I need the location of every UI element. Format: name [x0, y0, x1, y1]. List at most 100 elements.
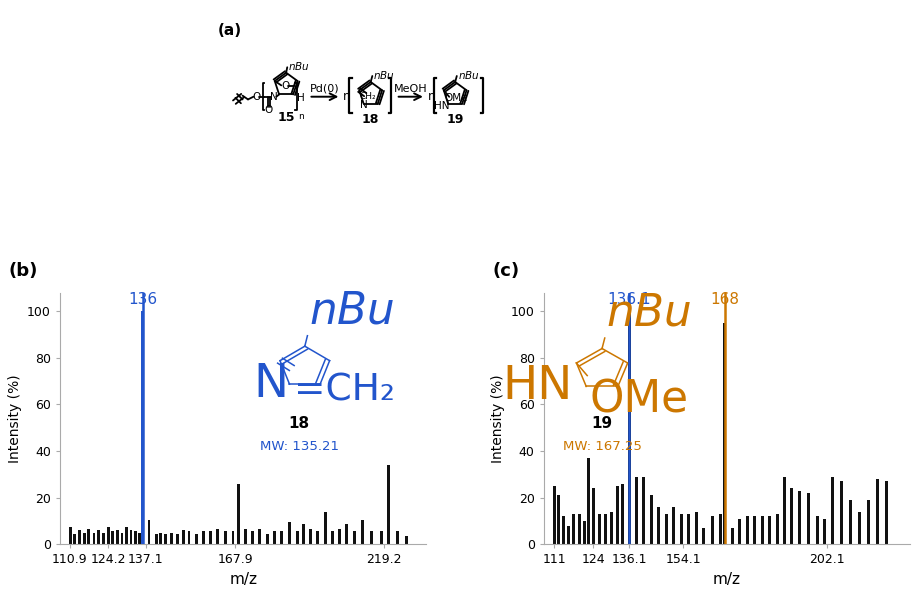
Text: n: n [343, 90, 350, 103]
Bar [587, 458, 590, 544]
Bar [155, 533, 158, 544]
Bar [141, 311, 144, 544]
Bar [635, 477, 638, 544]
Bar [164, 533, 167, 544]
Bar [316, 532, 320, 544]
Text: (a): (a) [218, 23, 242, 38]
Bar [823, 518, 826, 544]
Bar [87, 529, 91, 544]
Text: CH₂: CH₂ [359, 91, 376, 101]
Bar [687, 514, 690, 544]
X-axis label: m/z: m/z [713, 572, 741, 587]
Bar [405, 536, 407, 544]
Bar [583, 521, 586, 544]
Text: 168: 168 [711, 292, 739, 307]
Bar [673, 507, 675, 544]
Bar [760, 516, 763, 544]
Bar [209, 532, 213, 544]
Bar [746, 516, 748, 544]
Bar [831, 477, 833, 544]
Bar [280, 532, 283, 544]
Bar [323, 511, 326, 544]
Text: $n$Bu: $n$Bu [309, 289, 395, 332]
Bar [370, 532, 373, 544]
X-axis label: m/z: m/z [229, 572, 257, 587]
Bar [111, 532, 115, 544]
Bar [102, 533, 105, 544]
Text: n: n [298, 112, 303, 121]
Text: N: N [360, 100, 368, 110]
Text: 136.1: 136.1 [607, 292, 651, 307]
Text: =CH₂: =CH₂ [295, 372, 395, 408]
Bar [567, 526, 570, 544]
Text: 136: 136 [128, 292, 157, 307]
Text: HN: HN [434, 102, 449, 111]
Bar [783, 477, 786, 544]
Bar [188, 532, 190, 544]
Bar [711, 516, 714, 544]
Bar [244, 529, 247, 544]
Bar [615, 486, 618, 544]
Bar [387, 465, 390, 544]
Bar [610, 511, 613, 544]
Bar [807, 493, 810, 544]
Bar [867, 500, 869, 544]
Bar [182, 530, 185, 544]
Bar [798, 490, 801, 544]
Bar [310, 529, 312, 544]
Bar [723, 323, 726, 544]
Bar [107, 527, 110, 544]
Text: 15: 15 [277, 111, 295, 124]
Bar [251, 532, 254, 544]
Bar [665, 514, 668, 544]
Text: OMe: OMe [590, 379, 689, 422]
Bar [78, 530, 81, 544]
Bar [816, 516, 819, 544]
Bar [216, 529, 219, 544]
Bar [232, 532, 235, 544]
Y-axis label: Intensity (%): Intensity (%) [492, 374, 505, 463]
Bar [753, 516, 756, 544]
Bar [73, 533, 76, 544]
Bar [849, 500, 852, 544]
Bar [775, 514, 779, 544]
Text: N: N [271, 91, 278, 102]
Y-axis label: Intensity (%): Intensity (%) [7, 374, 21, 463]
Text: H: H [297, 93, 305, 103]
Bar [346, 524, 348, 544]
Bar [288, 522, 291, 544]
Bar [266, 533, 269, 544]
Bar [553, 486, 555, 544]
Bar [642, 477, 646, 544]
Bar [97, 530, 100, 544]
Bar [840, 481, 843, 544]
Bar [138, 533, 140, 544]
Bar [380, 532, 383, 544]
Text: N: N [253, 362, 288, 407]
Text: MW: 135.21: MW: 135.21 [260, 440, 338, 453]
Bar [884, 481, 888, 544]
Text: MW: 167.25: MW: 167.25 [563, 440, 641, 453]
Text: $n$Bu: $n$Bu [373, 69, 395, 81]
Bar [273, 532, 276, 544]
Text: (c): (c) [492, 262, 519, 280]
Text: $n$Bu: $n$Bu [287, 60, 310, 72]
Bar [738, 518, 741, 544]
Bar [876, 479, 879, 544]
Bar [702, 528, 705, 544]
Bar [160, 533, 163, 544]
Text: 18: 18 [288, 416, 310, 431]
Text: HN: HN [503, 364, 573, 409]
Bar [598, 514, 601, 544]
Bar [719, 514, 722, 544]
Bar [361, 520, 364, 544]
Text: $n$Bu: $n$Bu [606, 292, 691, 335]
Bar [338, 529, 341, 544]
Bar [116, 530, 119, 544]
Bar [296, 532, 299, 544]
Bar [129, 530, 132, 544]
Bar [603, 514, 606, 544]
Bar [126, 527, 128, 544]
Bar [82, 533, 86, 544]
Bar [224, 532, 226, 544]
